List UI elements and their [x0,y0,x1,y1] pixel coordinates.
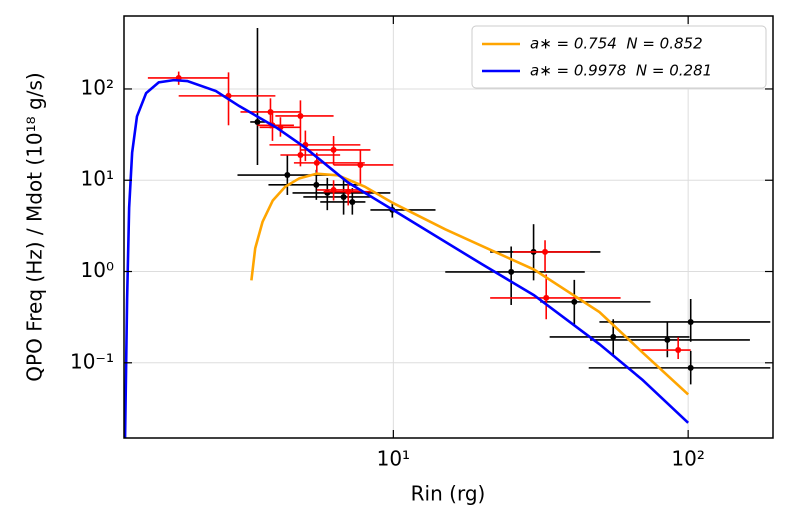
x-axis-label: Rin (rg) [411,482,486,506]
plot-frame [123,15,774,439]
y-tick-label: 10¹ [81,167,114,191]
data-point [508,268,515,275]
axes: 10¹ 10² 10⁻¹ 10⁰ 10¹ 10² [70,16,773,471]
data-point [313,181,320,188]
legend-label: a∗ = 0.754 N = 0.852 [530,35,703,53]
data-point [297,112,304,119]
data-point [664,336,671,343]
data-point [571,298,578,305]
data-point [542,248,549,255]
data-point [543,294,550,301]
curve [124,78,690,438]
legend-label: a∗ = 0.9978 N = 0.281 [530,62,712,80]
data-point [284,172,291,179]
y-tick-label: 10² [81,75,114,99]
data-point [340,193,347,200]
data-point [357,161,364,168]
data-point [687,364,694,371]
data-point [349,198,356,205]
data-point [610,333,617,340]
data-layer [124,27,771,438]
data-point [330,146,337,153]
legend-box [471,25,767,89]
data-point [675,347,682,354]
data-point [313,159,320,166]
y-tick-label: 10⁻¹ [70,349,114,373]
curve [250,172,690,396]
x-tick-label: 10¹ [377,447,410,471]
x-tick-label: 10² [671,447,704,471]
data-point [324,189,331,196]
data-point [687,318,694,325]
data-point [345,188,352,195]
data-point [254,118,261,125]
y-axis-label: QPO Freq (Hz) / Mdot (10¹⁸ g/s) [23,72,47,381]
data-point [297,152,304,159]
y-tick-label: 10⁰ [81,258,114,282]
legend: a∗ = 0.754 N = 0.852 a∗ = 0.9978 N = 0.28… [471,25,767,89]
